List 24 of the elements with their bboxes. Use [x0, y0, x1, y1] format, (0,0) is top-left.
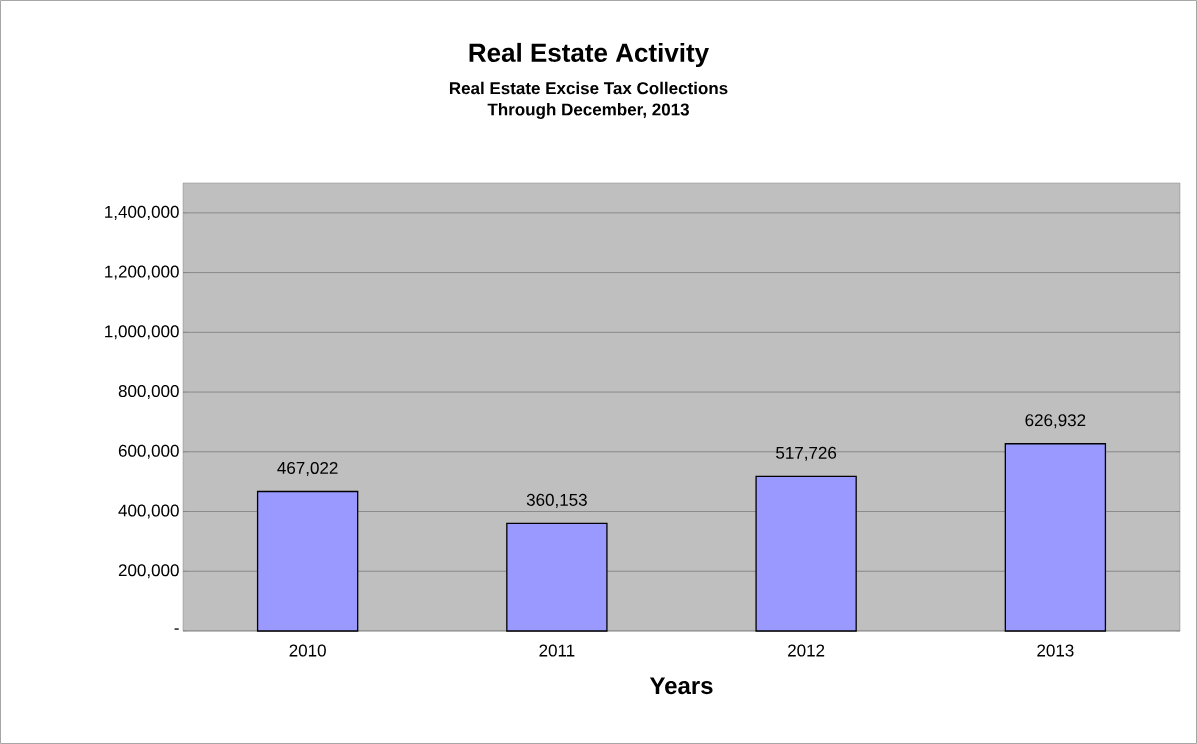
y-tick-label: 1,200,000 — [105, 265, 179, 280]
data-label: 467,022 — [277, 461, 338, 476]
x-tick-label: 2012 — [788, 644, 825, 657]
data-label: 360,153 — [526, 493, 587, 508]
y-tick-label: 1,000,000 — [105, 325, 179, 340]
bar — [755, 475, 857, 632]
y-tick-label: 800,000 — [118, 385, 179, 400]
x-tick-label: 2013 — [1037, 644, 1074, 657]
text: Through December, 2013 — [487, 103, 689, 119]
bar — [506, 522, 608, 632]
y-tick-label: 200,000 — [118, 564, 179, 579]
x-tick-label: 2010 — [289, 644, 326, 657]
x-tick-label: 2011 — [539, 644, 575, 657]
bar — [1004, 443, 1107, 632]
bar — [256, 490, 359, 632]
chart-subtitle: Real Estate Excise Tax Collections — [449, 81, 728, 95]
x-axis-title: Years — [649, 677, 713, 695]
y-tick-label: 400,000 — [118, 504, 179, 519]
y-tick-label: - — [174, 628, 179, 630]
data-label: 517,726 — [776, 446, 837, 461]
y-tick-label: 1,400,000 — [105, 205, 179, 220]
data-label: 626,932 — [1025, 414, 1086, 429]
chart-title: Real Estate Activity — [469, 42, 709, 68]
y-tick-label: 600,000 — [118, 444, 179, 459]
